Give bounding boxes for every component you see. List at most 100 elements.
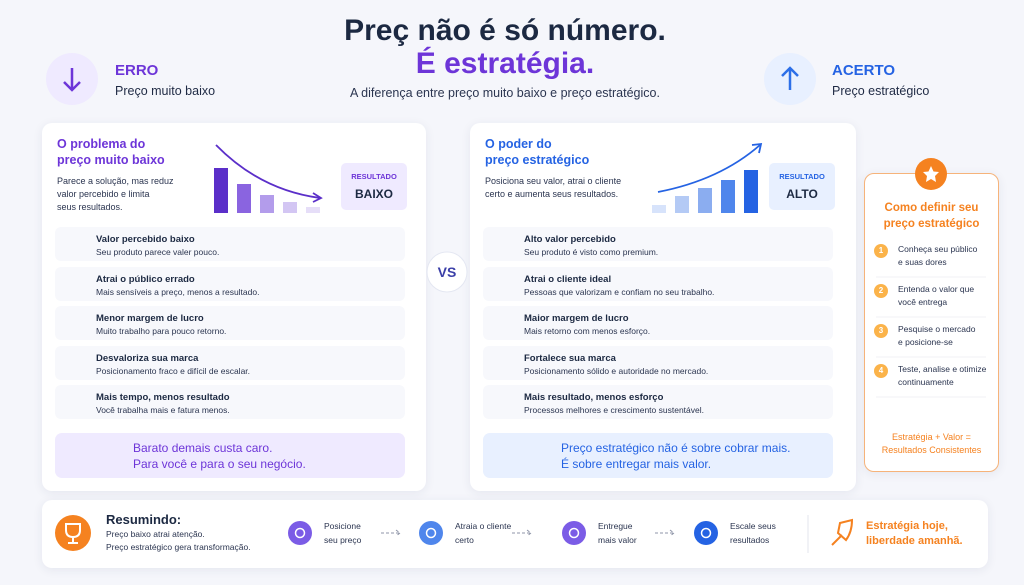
footer-box [483,433,833,478]
summary-step-text: Entregue [598,521,633,531]
item-row [55,385,405,419]
summary-step-glyph [700,527,712,539]
tagline: liberdade amanhã. [866,535,963,547]
result-value: ALTO [786,187,818,201]
item-title: Fortalece sua marca [524,352,616,364]
summary-step-icon [419,521,443,545]
step-number: 1 [878,246,884,255]
card-description: Parece a solução, mas reduz [57,176,174,186]
growth-chart [652,142,763,213]
footer-text: Para você e para o seu negócio. [133,457,306,471]
item-title: Mais resultado, menos esforço [524,392,664,403]
step-badge [874,244,888,258]
summary-step-text: seu preço [324,535,362,545]
item-text: Muito trabalho para pouco retorno. [96,326,227,336]
step-number: 3 [878,326,884,335]
result-label: RESULTADO [779,172,825,181]
summary-step-text: resultados [730,535,770,545]
summary-step-text: certo [455,535,474,545]
item-title: Valor percebido baixo [96,234,195,245]
step-number: 2 [878,286,884,295]
item-row [55,266,405,301]
footer-box [55,433,405,478]
item-row [55,306,405,340]
result-box [341,163,407,210]
card-description: Posiciona seu valor, atrai o cliente [485,176,622,186]
summary-step-glyph [294,527,306,539]
item-text: Processos melhores e crescimento sustent… [524,405,704,415]
item-text: Posicionamento fraco e difícil de escala… [96,365,251,376]
summary-step-text: Atraia o cliente [455,521,512,531]
card-description: certo e aumenta seus resultados. [485,189,619,199]
side-card [864,173,999,472]
summary-step-text: Posicione [324,521,361,531]
item-row [483,266,833,301]
step-text: você entrega [898,297,948,307]
step-badge [874,324,888,338]
summary-step-icon [694,521,718,545]
result-label: RESULTADO [351,172,397,181]
item-title: Atrai o cliente ideal [524,273,612,285]
summary-step-glyph [568,527,580,539]
side-footer: Resultados Consistentes [881,445,982,455]
summary-step-text: mais valor [598,535,637,545]
item-row [55,227,405,261]
step-badge [874,284,888,298]
result-value: BAIXO [354,187,393,201]
footer-text: Barato demais custa caro. [133,441,273,455]
item-row [483,345,833,380]
vs-circle [426,251,468,293]
flow-arrow [381,529,401,537]
rocket-icon [831,518,854,546]
item-row [483,385,833,419]
card-title: O problema do [57,137,146,151]
badge-title: ERRO [115,62,159,79]
item-text: Seu produto parece valer pouco. [96,247,220,257]
vs-label: VS [437,264,457,280]
item-title: Mais tempo, menos resultado [96,392,230,403]
badge-subtitle: Preço estratégico [832,84,930,98]
summary-line: Preço estratégico gera transformação. [106,542,251,552]
item-title: Desvaloriza sua marca [96,352,199,364]
item-title: Maior margem de lucro [524,313,629,324]
flow-arrow [655,529,675,537]
step-text: e suas dores [898,257,947,267]
step-text: Entenda o valor que [898,284,975,294]
step-text: Conheça seu público [898,244,978,254]
item-row [483,306,833,340]
summary-step-text: Escale seus [730,521,776,531]
card-title: O poder do [485,137,552,151]
side-title: preço estratégico [883,218,980,230]
flow-arrow [512,529,532,537]
summary-title: Resumindo: [106,512,182,527]
summary-bar [42,500,988,568]
summary-step-icon [288,521,312,545]
decline-chart [214,144,323,213]
card-title: preço muito baixo [57,153,165,167]
card-title: preço estratégico [485,153,590,167]
tagline: Estratégia hoje, [866,520,948,532]
item-title: Atrai o público errado [96,273,195,285]
item-row [55,345,405,380]
card-description: valor percebido e limita [57,189,150,199]
item-title: Alto valor percebido [524,234,616,245]
step-text: e posicione-se [898,337,953,347]
summary-line: Preço baixo atrai atenção. [106,529,205,539]
item-text: Pessoas que valorizam e confiam no seu t… [524,286,715,297]
subtitle: A diferença entre preço muito baixo e pr… [350,86,660,100]
trophy-icon [55,515,91,551]
up-arrow [781,66,799,90]
item-text: Você trabalha mais e fatura menos. [96,405,230,415]
summary-step-icon [562,521,586,545]
side-footer: Estratégia + Valor = [892,432,971,442]
card-description: seus resultados. [57,202,123,212]
badge-subtitle: Preço muito baixo [115,84,216,98]
page-title: Preç não é só número. [344,14,666,47]
step-text: continuamente [898,377,954,387]
step-text: Teste, analise e otimize [898,364,987,374]
item-text: Mais sensíveis a preço, menos a resultad… [96,286,260,297]
footer-text: É sobre entregar mais valor. [561,457,712,471]
page-title-accent: É estratégia. [415,47,595,80]
summary-step-glyph [425,527,437,539]
